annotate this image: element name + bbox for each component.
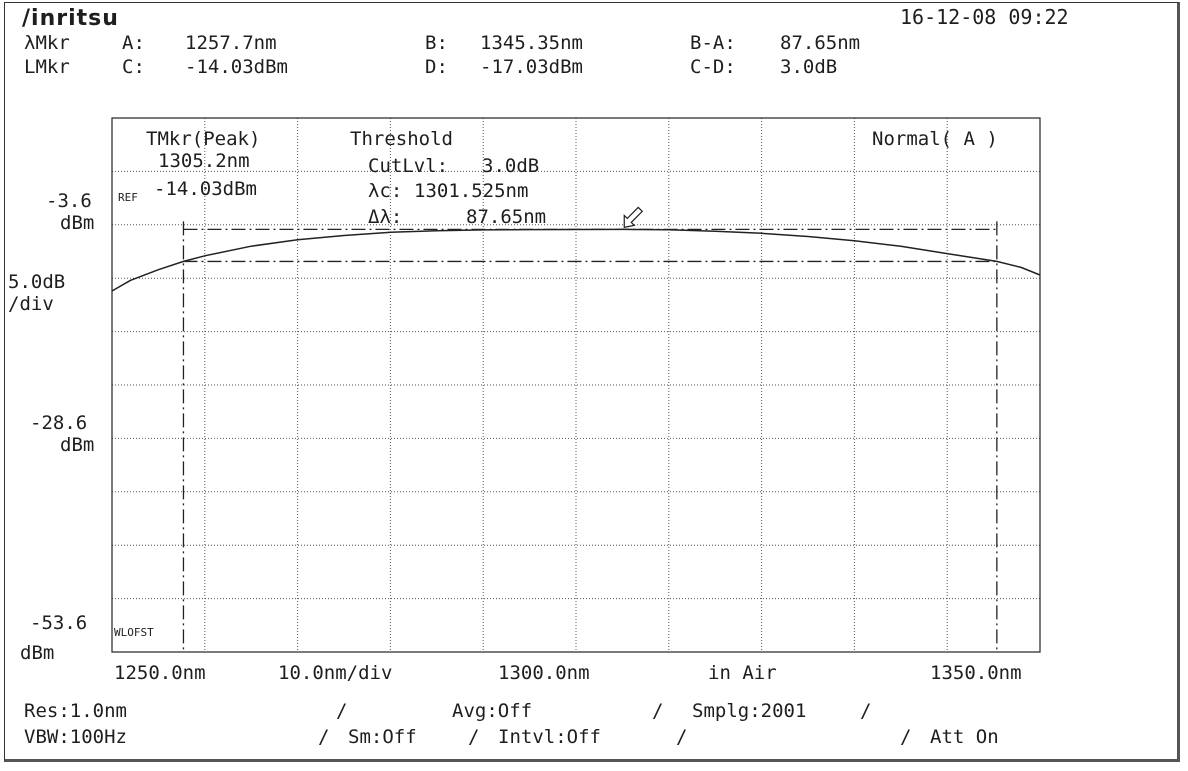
- chart-markers: [182, 221, 998, 652]
- x-start-label: 1250.0nm: [114, 662, 206, 684]
- y-top-value: -3.6: [46, 190, 92, 212]
- y-mid-unit: dBm: [60, 434, 95, 456]
- marker-d-label: D:: [425, 56, 448, 78]
- marker-d-value: -17.03dBm: [480, 56, 583, 78]
- footer-sep-4: /: [318, 726, 330, 748]
- footer-avg: Avg:Off: [452, 700, 533, 722]
- x-center-label: 1300.0nm: [498, 662, 590, 684]
- delta-lambda-label: Δλ:: [368, 206, 403, 228]
- y-top-unit: dBm: [60, 212, 95, 234]
- x-per-div-label: 10.0nm/div: [278, 662, 393, 684]
- y-bottom-value: -53.6: [30, 612, 88, 634]
- chart-series: [111, 228, 1041, 292]
- cutlvl-value: 3.0dB: [482, 155, 540, 177]
- threshold-title: Threshold: [350, 128, 453, 150]
- marker-cd-label: C-D:: [690, 56, 736, 78]
- wl-marker-label: λMkr: [24, 32, 70, 54]
- delta-lambda-value: 87.65nm: [466, 206, 547, 228]
- y-mid-value: -28.6: [30, 412, 88, 434]
- datetime: 16-12-08 09:22: [900, 5, 1069, 29]
- lvl-marker-label: LMkr: [24, 56, 70, 78]
- cutlvl-label: CutLvl:: [368, 155, 449, 177]
- lambda-c-value: 1301.525nm: [414, 180, 529, 202]
- chart-grid: [112, 118, 1040, 652]
- y-scale-value: 5.0dB: [8, 271, 66, 293]
- marker-c-label: C:: [122, 56, 145, 78]
- footer-att: Att On: [930, 726, 999, 748]
- ref-label: REF: [118, 191, 138, 204]
- footer-vbw: VBW:100Hz: [24, 726, 127, 748]
- footer-sep-3: /: [860, 700, 872, 722]
- trace-line-1: [111, 228, 1041, 292]
- footer-sm: Sm:Off: [348, 726, 417, 748]
- brand-logo: /inritsu: [22, 6, 119, 31]
- trace-mode: Normal( A ): [872, 128, 998, 150]
- footer-smplg: Smplg:2001: [692, 700, 807, 722]
- x-stop-label: 1350.0nm: [930, 662, 1022, 684]
- y-bottom-unit: dBm: [20, 642, 55, 664]
- marker-a-value: 1257.7nm: [185, 32, 277, 54]
- footer-intvl: Intvl:Off: [498, 726, 601, 748]
- marker-c-value: -14.03dBm: [185, 56, 288, 78]
- lambda-c-label: λc:: [368, 180, 403, 202]
- screen-frame: [4, 2, 1180, 762]
- wlofst-label: WLOFST: [114, 626, 154, 639]
- marker-ba-label: B-A:: [690, 32, 736, 54]
- x-medium-label: in Air: [708, 662, 777, 684]
- footer-res: Res:1.0nm: [24, 700, 127, 722]
- marker-a-label: A:: [122, 32, 145, 54]
- marker-cd-value: 3.0dB: [780, 56, 838, 78]
- marker-b-label: B:: [425, 32, 448, 54]
- marker-b-value: 1345.35nm: [480, 32, 583, 54]
- tmkr-level: -14.03dBm: [154, 178, 257, 200]
- footer-sep-1: /: [336, 700, 348, 722]
- peak-arrow-shape: [623, 206, 644, 229]
- footer-sep-7: /: [900, 726, 912, 748]
- marker-ba-value: 87.65nm: [780, 32, 861, 54]
- footer-sep-6: /: [676, 726, 688, 748]
- tmkr-title: TMkr(Peak): [146, 128, 261, 150]
- y-scale-unit: /div: [8, 293, 54, 315]
- tmkr-wavelength: 1305.2nm: [158, 150, 250, 172]
- peak-arrow-icon: [623, 206, 644, 229]
- plot-border: [111, 117, 1041, 653]
- footer-sep-5: /: [468, 726, 480, 748]
- footer-sep-2: /: [652, 700, 664, 722]
